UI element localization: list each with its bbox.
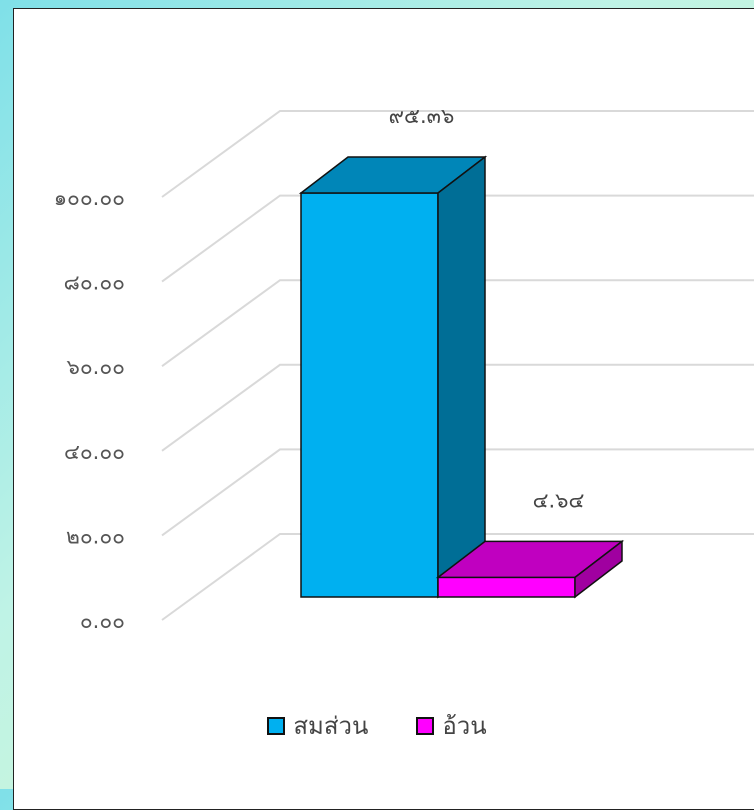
- legend-label-normal: สมส่วน: [293, 712, 369, 740]
- legend-label-obese: อ้วน: [442, 712, 487, 740]
- gridline: [161, 533, 754, 621]
- bar-front: [437, 576, 576, 598]
- data-label: ๙๕.๓๖: [389, 104, 455, 128]
- gridline: [161, 363, 754, 452]
- legend-swatch-obese: [416, 716, 435, 735]
- bar-front: [300, 192, 439, 598]
- gridline: [161, 110, 754, 198]
- legend-swatch-normal: [267, 716, 286, 735]
- y-tick-label: ๔๐.๐๐: [64, 440, 125, 464]
- legend-item-normal: สมส่วน: [267, 706, 368, 745]
- gridline: [161, 448, 754, 537]
- legend-item-obese: อ้วน: [416, 706, 487, 745]
- gridline: [161, 279, 754, 368]
- data-label: ๔.๖๔: [533, 488, 585, 512]
- y-tick-label: ๑๐๐.๐๐: [54, 186, 125, 210]
- bar-side: [437, 155, 486, 599]
- bar-chart-3d: ๐.๐๐ ๒๐.๐๐ ๔๐.๐๐ ๖๐.๐๐ ๘๐.๐๐ ๑๐๐.๐๐ ๙๕.๓๖๔.๖๔: [54, 104, 754, 633]
- y-tick-label: ๒๐.๐๐: [66, 524, 125, 548]
- y-tick-label: ๐.๐๐: [80, 609, 125, 633]
- gridline: [161, 194, 754, 283]
- y-tick-label: ๘๐.๐๐: [64, 271, 125, 295]
- y-tick-label: ๖๐.๐๐: [67, 355, 125, 379]
- bar-side: [574, 539, 623, 599]
- legend: สมส่วน อ้วน: [0, 706, 754, 745]
